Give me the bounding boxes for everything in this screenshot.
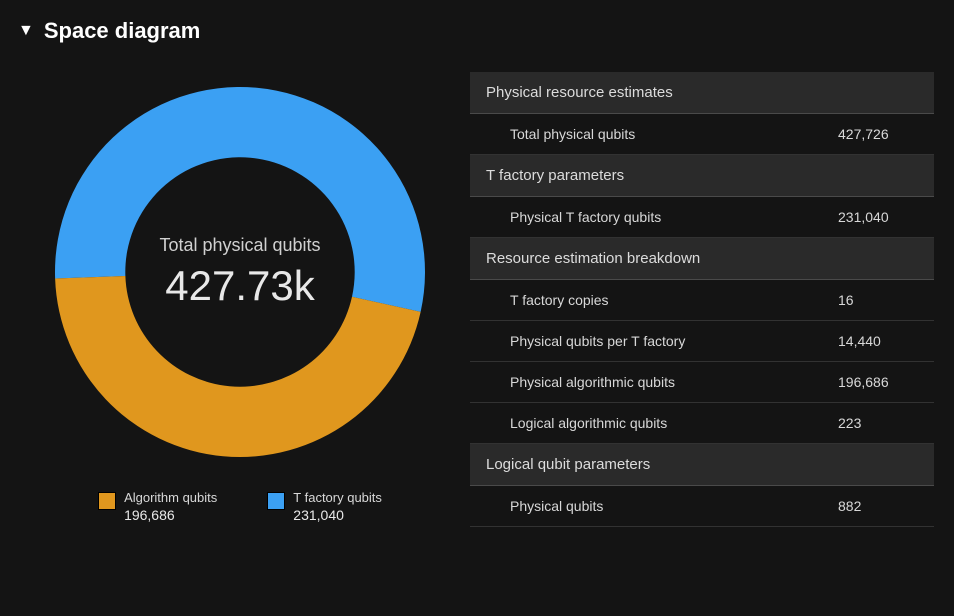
table-section-header[interactable]: Logical qubit parameters xyxy=(470,444,934,486)
table-row[interactable]: Physical T factory qubits 231,040 xyxy=(470,197,934,238)
legend-label: T factory qubits xyxy=(293,490,382,506)
row-label: Physical algorithmic qubits xyxy=(510,374,675,390)
legend-item[interactable]: Algorithm qubits196,686 xyxy=(98,490,217,524)
donut-slice[interactable] xyxy=(55,276,421,457)
row-value: 14,440 xyxy=(838,333,918,349)
row-label: Total physical qubits xyxy=(510,126,635,142)
row-value: 16 xyxy=(838,292,918,308)
legend-text: T factory qubits231,040 xyxy=(293,490,382,524)
content-area: Total physical qubits 427.73k Algorithm … xyxy=(0,52,954,527)
chart-panel: Total physical qubits 427.73k Algorithm … xyxy=(20,72,460,527)
section-header[interactable]: ▼ Space diagram xyxy=(0,0,954,52)
row-label: T factory copies xyxy=(510,292,609,308)
legend-value: 231,040 xyxy=(293,506,382,524)
row-label: Physical qubits xyxy=(510,498,603,514)
table-section-header[interactable]: Physical resource estimates xyxy=(470,72,934,114)
table-section-header[interactable]: T factory parameters xyxy=(470,155,934,197)
table-row[interactable]: T factory copies 16 xyxy=(470,280,934,321)
row-value: 231,040 xyxy=(838,209,918,225)
row-value: 196,686 xyxy=(838,374,918,390)
row-value: 427,726 xyxy=(838,126,918,142)
table-row[interactable]: Physical qubits 882 xyxy=(470,486,934,527)
legend-item[interactable]: T factory qubits231,040 xyxy=(267,490,382,524)
table-row[interactable]: Total physical qubits 427,726 xyxy=(470,114,934,155)
row-value: 882 xyxy=(838,498,918,514)
legend-swatch xyxy=(98,492,116,510)
section-title: Space diagram xyxy=(44,18,201,44)
legend-label: Algorithm qubits xyxy=(124,490,217,506)
row-label: Physical T factory qubits xyxy=(510,209,661,225)
donut-chart: Total physical qubits 427.73k xyxy=(50,82,430,462)
row-value: 223 xyxy=(838,415,918,431)
row-label: Physical qubits per T factory xyxy=(510,333,685,349)
resource-table: Physical resource estimatesTotal physica… xyxy=(470,72,934,527)
table-row[interactable]: Logical algorithmic qubits 223 xyxy=(470,403,934,444)
table-row[interactable]: Physical qubits per T factory 14,440 xyxy=(470,321,934,362)
chart-legend: Algorithm qubits196,686 T factory qubits2… xyxy=(98,490,382,524)
table-section-header[interactable]: Resource estimation breakdown xyxy=(470,238,934,280)
collapse-triangle-icon: ▼ xyxy=(18,23,34,39)
legend-text: Algorithm qubits196,686 xyxy=(124,490,217,524)
legend-swatch xyxy=(267,492,285,510)
legend-value: 196,686 xyxy=(124,506,217,524)
row-label: Logical algorithmic qubits xyxy=(510,415,667,431)
table-row[interactable]: Physical algorithmic qubits 196,686 xyxy=(470,362,934,403)
